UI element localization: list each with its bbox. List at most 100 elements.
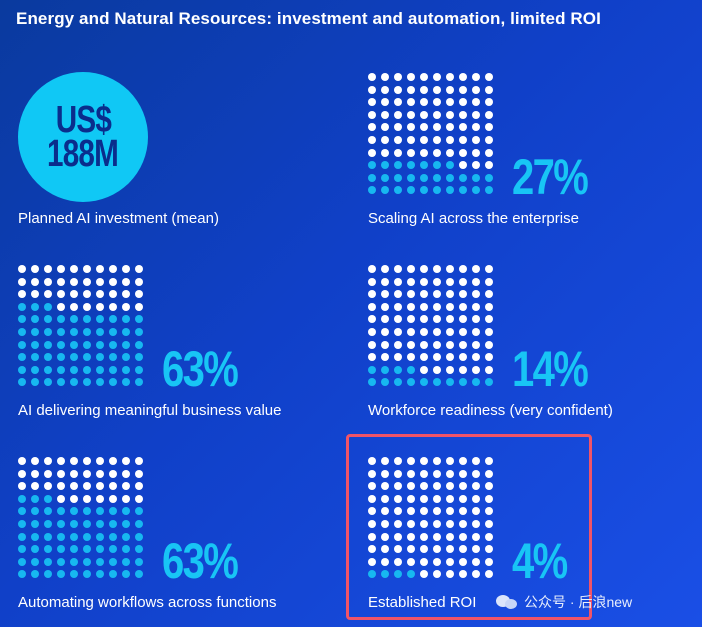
empty-dot: [135, 494, 143, 503]
filled-dot: [394, 161, 402, 170]
empty-dot: [394, 290, 402, 299]
filled-dot: [109, 365, 117, 374]
empty-dot: [122, 482, 130, 491]
filled-dot: [18, 340, 26, 349]
empty-dot: [485, 519, 493, 528]
empty-dot: [57, 482, 65, 491]
empty-dot: [368, 327, 376, 336]
workforce-label: Workforce readiness (very confident): [368, 402, 613, 419]
empty-dot: [381, 98, 389, 107]
filled-dot: [70, 545, 78, 554]
empty-dot: [57, 469, 65, 478]
empty-dot: [485, 457, 493, 465]
filled-dot: [394, 186, 402, 195]
empty-dot: [381, 532, 389, 541]
empty-dot: [368, 148, 376, 157]
empty-dot: [368, 340, 376, 349]
filled-dot: [109, 532, 117, 541]
empty-dot: [420, 532, 428, 541]
empty-dot: [381, 265, 389, 273]
empty-dot: [459, 469, 467, 478]
empty-dot: [485, 482, 493, 491]
filled-dot: [83, 545, 91, 554]
empty-dot: [407, 557, 415, 566]
filled-dot: [18, 365, 26, 374]
empty-dot: [18, 277, 26, 286]
empty-dot: [70, 290, 78, 299]
filled-dot: [70, 507, 78, 516]
empty-dot: [472, 110, 480, 119]
empty-dot: [394, 135, 402, 144]
empty-dot: [446, 315, 454, 324]
filled-dot: [44, 545, 52, 554]
empty-dot: [446, 457, 454, 465]
empty-dot: [368, 85, 376, 94]
empty-dot: [394, 545, 402, 554]
empty-dot: [368, 98, 376, 107]
empty-dot: [459, 73, 467, 81]
empty-dot: [472, 135, 480, 144]
empty-dot: [381, 482, 389, 491]
empty-dot: [433, 457, 441, 465]
empty-dot: [394, 327, 402, 336]
filled-dot: [109, 353, 117, 362]
filled-dot: [44, 378, 52, 387]
empty-dot: [368, 557, 376, 566]
filled-dot: [446, 378, 454, 387]
filled-dot: [135, 327, 143, 336]
empty-dot: [433, 148, 441, 157]
empty-dot: [122, 265, 130, 273]
empty-dot: [433, 494, 441, 503]
empty-dot: [420, 482, 428, 491]
empty-dot: [368, 457, 376, 465]
filled-dot: [122, 570, 130, 579]
empty-dot: [459, 277, 467, 286]
empty-dot: [31, 277, 39, 286]
empty-dot: [368, 315, 376, 324]
filled-dot: [70, 327, 78, 336]
empty-dot: [420, 85, 428, 94]
empty-dot: [446, 302, 454, 311]
empty-dot: [485, 327, 493, 336]
empty-dot: [381, 545, 389, 554]
empty-dot: [420, 353, 428, 362]
filled-dot: [18, 532, 26, 541]
empty-dot: [420, 123, 428, 132]
empty-dot: [433, 302, 441, 311]
filled-dot: [122, 365, 130, 374]
empty-dot: [96, 482, 104, 491]
empty-dot: [459, 110, 467, 119]
filled-dot: [18, 315, 26, 324]
empty-dot: [459, 161, 467, 170]
filled-dot: [135, 353, 143, 362]
filled-dot: [420, 378, 428, 387]
empty-dot: [96, 457, 104, 465]
filled-dot: [31, 315, 39, 324]
empty-dot: [44, 457, 52, 465]
filled-dot: [57, 378, 65, 387]
empty-dot: [420, 545, 428, 554]
empty-dot: [420, 340, 428, 349]
empty-dot: [407, 315, 415, 324]
empty-dot: [135, 290, 143, 299]
empty-dot: [83, 457, 91, 465]
empty-dot: [485, 110, 493, 119]
empty-dot: [381, 277, 389, 286]
filled-dot: [420, 173, 428, 182]
empty-dot: [420, 457, 428, 465]
empty-dot: [407, 494, 415, 503]
investment-circle: US$ 188M: [18, 72, 148, 202]
empty-dot: [57, 302, 65, 311]
empty-dot: [394, 85, 402, 94]
empty-dot: [459, 494, 467, 503]
filled-dot: [122, 557, 130, 566]
filled-dot: [44, 315, 52, 324]
empty-dot: [31, 265, 39, 273]
empty-dot: [83, 482, 91, 491]
empty-dot: [70, 469, 78, 478]
empty-dot: [420, 469, 428, 478]
filled-dot: [70, 570, 78, 579]
filled-dot: [381, 186, 389, 195]
empty-dot: [368, 519, 376, 528]
filled-dot: [70, 519, 78, 528]
